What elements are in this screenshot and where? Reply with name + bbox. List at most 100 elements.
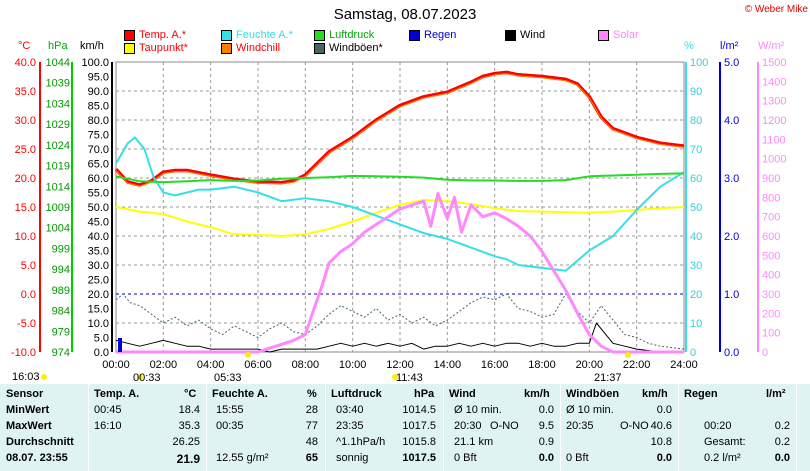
tick-label-wind: 50.0 [88, 202, 109, 214]
legend-swatch [598, 29, 609, 41]
table-row: MaxWert 16:10 35.3 00:35 77 23:35 1017.5 20:30 O… [0, 420, 810, 436]
series-line [115, 199, 685, 237]
header-humidity-unit: % [307, 388, 317, 400]
x-tick-label: 00:00 [102, 359, 130, 371]
humidity-value: 28 [305, 404, 318, 416]
tick-label-rain: 0.0 [724, 347, 739, 359]
legend-item: Temp. A.* [124, 28, 186, 42]
tick-label-wind: 60.0 [88, 173, 109, 185]
legend-item: Regen [409, 28, 456, 42]
tick-label-pressure: 1034 [46, 98, 70, 110]
tick-label-wind: 45.0 [88, 217, 109, 229]
sunrise-time: 05:33 [214, 372, 242, 384]
tick-label-solar: 1100 [762, 134, 786, 146]
tick-label-pressure: 994 [52, 264, 70, 276]
temp-time: 00:45 [94, 404, 122, 416]
legend-item: Feuchte A.* [221, 28, 293, 42]
header-rain-unit: l/m² [766, 388, 786, 400]
tick-label-wind: 0.0 [94, 347, 109, 359]
tick-label-solar: 1000 [762, 154, 786, 166]
tick-label-pressure: 1039 [46, 78, 70, 90]
rain-time: 0.2 l/m² [704, 452, 741, 464]
legend-label: Windchill [236, 42, 281, 54]
gust-time: Ø 10 min. [566, 404, 614, 416]
sun-marker [41, 374, 47, 380]
tick-label-solar: 900 [762, 173, 780, 185]
unit-wm2: W/m² [758, 40, 785, 52]
credit-label: © Weber Mike [744, 4, 808, 15]
tick-label-wind: 100.0 [81, 57, 109, 69]
tick-label-rain: 3.0 [724, 173, 739, 185]
x-tick-label: 24:00 [670, 359, 698, 371]
tick-label-humidity: 50 [690, 202, 702, 214]
humidity-value: 65 [305, 452, 318, 464]
legend-swatch [409, 29, 420, 41]
legend-item: Solar [598, 28, 639, 42]
tick-label-wind: 80.0 [88, 115, 109, 127]
legend-swatch [124, 29, 135, 41]
legend-label: Feuchte A.* [236, 29, 293, 41]
tick-label-temp: 25.0 [15, 144, 36, 156]
x-tick-label: 14:00 [434, 359, 462, 371]
tick-label-temp: -10.0 [11, 347, 36, 359]
header-temp: Temp. A. [94, 388, 140, 400]
tick-label-solar: 800 [762, 192, 780, 204]
series-line [114, 70, 685, 187]
legend-swatch [314, 29, 325, 41]
header-gust: Windböen [566, 388, 620, 400]
tick-label-temp: -5.0 [17, 318, 36, 330]
rain-value: 0.0 [774, 452, 790, 464]
gust-value: 40.6 [650, 420, 672, 432]
legend-item: Luftdruck [314, 28, 374, 42]
tick-label-wind: 85.0 [88, 101, 109, 113]
gust-value: 0.0 [656, 404, 672, 416]
legend-label: Temp. A.* [139, 29, 187, 41]
tick-label-solar: 700 [762, 212, 780, 224]
tick-label-solar: 1500 [762, 57, 786, 69]
wind-value: 0.9 [538, 436, 554, 448]
tick-label-pressure: 974 [52, 347, 70, 359]
pressure-value: 1015.8 [402, 436, 436, 448]
gust-value: 10.8 [650, 436, 672, 448]
tick-label-humidity: 100 [690, 57, 708, 69]
tick-label-solar: 600 [762, 231, 780, 243]
x-tick-label: 06:00 [244, 359, 272, 371]
legend-swatch [505, 29, 516, 41]
x-tick-label: 12:00 [386, 359, 414, 371]
tick-label-solar: 1400 [762, 76, 786, 88]
legend-item: Taupunkt* [124, 41, 188, 55]
sun-marker [137, 374, 143, 380]
tick-label-wind: 20.0 [88, 289, 109, 301]
wind-time: 0 Bft [454, 452, 477, 464]
temp-value: 26.25 [172, 436, 200, 448]
temp-time: 16:10 [94, 420, 122, 432]
tick-label-solar: 500 [762, 250, 780, 262]
tick-label-solar: 300 [762, 289, 780, 301]
tick-label-humidity: 10 [690, 318, 702, 330]
tick-label-wind: 65.0 [88, 159, 109, 171]
tick-label-rain: 4.0 [724, 115, 739, 127]
unit-kmh: km/h [80, 40, 104, 52]
tick-label-pressure: 1014 [46, 181, 70, 193]
tick-label-wind: 70.0 [88, 144, 109, 156]
sensor-label: Durchschnitt [6, 436, 74, 448]
tick-label-pressure: 979 [52, 326, 70, 338]
pressure-time: sonnig [336, 452, 369, 464]
series-line [116, 192, 684, 354]
temp-value: 35.3 [178, 420, 200, 432]
rain-time: 00:20 [704, 420, 732, 432]
tick-label-temp: 10.0 [15, 231, 36, 243]
rain-time: Gesamt: [704, 436, 746, 448]
wind-time: 20:30 [454, 420, 482, 432]
tick-label-humidity: 60 [690, 173, 702, 185]
tick-label-humidity: 40 [690, 231, 702, 243]
x-tick-label: 16:00 [481, 359, 509, 371]
tick-label-temp: 20.0 [15, 173, 36, 185]
x-tick-label: 18:00 [528, 359, 556, 371]
humidity-time: 12.55 g/m² [216, 452, 269, 464]
humidity-value: 77 [305, 420, 318, 432]
header-humidity: Feuchte A. [212, 388, 268, 400]
sun-marker [392, 374, 398, 380]
sun-marker [245, 352, 251, 358]
legend-swatch [124, 42, 135, 54]
